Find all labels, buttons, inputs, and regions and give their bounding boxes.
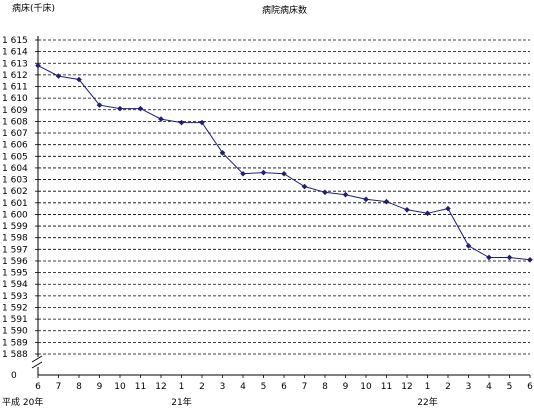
y-tick-label: 1 609 [2,106,28,116]
data-point [424,210,431,217]
data-point [158,116,164,122]
x-tick-label: 10 [114,382,126,392]
x-tick-label: 5 [507,382,513,392]
data-point [76,76,82,83]
y-tick-label: 1 601 [2,199,28,209]
data-point [260,169,267,176]
data-point [219,150,226,156]
data-point [527,257,533,263]
y-zero-label: 0 [11,371,17,381]
y-tick-label: 1 603 [2,176,28,186]
y-tick-label: 1 612 [2,71,28,81]
x-tick-label: 9 [343,382,349,392]
data-point [117,105,123,112]
y-tick-label: 1 598 [2,234,28,244]
data-point [322,189,328,196]
data-point [96,102,103,108]
x-tick-labels: 6 7 8 9 10 11 12 1 2 3 4 5 6 7 8 9 10 11 12 1 2 3 4 5 6 [35,382,533,392]
y-tick-label: 1 600 [2,210,28,220]
axes [31,36,531,378]
x-tick-label: 12 [401,382,412,392]
y-tick-label: 1 594 [2,280,28,290]
x-tick-label: 1 [179,382,185,392]
data-point [506,254,513,261]
x-tick-label: 6 [35,382,41,392]
x-tick-label: 6 [527,382,533,392]
gridlines [38,39,530,355]
y-tick-label: 1 595 [2,269,28,279]
axis-break-mark [31,355,43,369]
chart-title: 病院病床数 [262,4,307,16]
y-tick-label: 1 607 [2,129,28,139]
y-tick-label: 1 588 [2,350,28,360]
x-tick-label: 8 [76,382,82,392]
x-tick-label: 3 [466,382,472,392]
y-tick-label: 1 592 [2,303,28,313]
y-tick-label: 1 602 [2,187,28,197]
y-tick-label: 1 605 [2,152,28,162]
year-label: 22年 [417,396,437,408]
y-tick-label: 1 591 [2,315,28,325]
x-tick-label: 2 [199,382,205,392]
data-point [404,206,410,213]
y-tick-label: 1 596 [2,257,28,267]
data-point [199,119,205,126]
plot-area [35,62,533,263]
x-tick-label: 5 [261,382,267,392]
y-tick-label: 1 615 [2,36,28,46]
y-tick-label: 1 610 [2,94,28,104]
x-tick-label: 4 [240,382,246,392]
y-tick-label: 1 590 [2,327,28,337]
data-point [137,105,144,112]
data-point [35,62,41,69]
series-line [37,65,531,261]
x-tick-label: 1 [425,382,431,392]
y-tick-label: 1 589 [2,338,28,348]
year-label: 平成 20年 [2,396,43,408]
data-point [301,183,308,190]
data-point [178,119,185,126]
y-tick-label: 1 593 [2,292,28,302]
x-tick-label: 2 [445,382,451,392]
data-point [486,254,492,261]
year-labels: 平成 20年 21年 22年 [2,396,438,408]
x-tick-label: 9 [97,382,103,392]
x-tick-label: 8 [322,382,328,392]
data-point [445,205,451,212]
data-point [240,170,246,177]
y-tick-label: 1 604 [2,164,28,174]
y-tick-label: 1 613 [2,59,28,69]
data-point [55,73,62,79]
y-tick-label: 1 614 [2,48,28,58]
x-tick-label: 3 [220,382,226,392]
year-label: 21年 [171,396,191,408]
data-point [363,196,369,203]
x-tick-label: 7 [56,382,62,392]
data-point [383,198,390,205]
data-point [465,243,472,249]
x-tick-label: 11 [135,382,146,392]
data-point [342,191,349,198]
y-tick-label: 1 599 [2,222,28,232]
x-tick-label: 7 [302,382,308,392]
x-tick-label: 4 [486,382,492,392]
y-tick-label: 1 597 [2,245,28,255]
y-tick-label: 1 608 [2,117,28,127]
y-tick-label: 1 611 [2,83,28,93]
y-axis-label: 病床(千床) [12,2,55,14]
x-tick-label: 6 [281,382,287,392]
data-point [281,170,287,177]
x-tick-label: 11 [381,382,392,392]
x-tick-label: 12 [155,382,166,392]
x-tick-label: 10 [360,382,372,392]
y-tick-label: 1 606 [2,141,28,151]
